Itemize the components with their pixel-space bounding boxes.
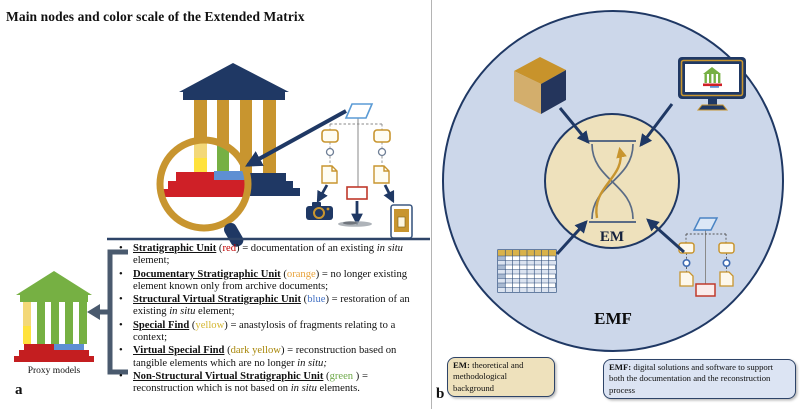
color-word: dark yellow: [230, 345, 281, 357]
color-word: orange: [286, 268, 316, 280]
magnified-color-scale: [160, 140, 248, 197]
panel-a-label: a: [15, 382, 23, 398]
legend-item: Virtual Special Find (dark yellow) = rec…: [106, 345, 430, 370]
stratigraphic-unit-node: [346, 186, 368, 200]
color-scale-legend: Stratigraphic Unit (red) = documentation…: [106, 243, 430, 396]
document-node-right: [373, 165, 390, 184]
color-word: red: [222, 243, 236, 254]
zoom-pointer-arrow: [245, 109, 347, 167]
color-word: yellow: [195, 319, 225, 331]
document-node-left: [321, 165, 338, 184]
monitor-icon: [678, 57, 746, 111]
legend-divider: [107, 237, 430, 241]
extractor-node-left: [321, 129, 339, 143]
legend-item: Special Find (yellow) = anastylosis of f…: [106, 320, 430, 345]
legend-item: Stratigraphic Unit (red) = documentation…: [106, 243, 430, 268]
panel-divider: [431, 0, 432, 409]
magnifier-icon: [156, 136, 252, 247]
legend-list: Stratigraphic Unit (red) = documentation…: [106, 243, 430, 395]
cube-icon: [514, 57, 566, 114]
legend-item: Non-Structural Virtual Stratigraphic Uni…: [106, 371, 430, 396]
inward-arrow-icon: [555, 103, 685, 256]
panel-a-illustration: [156, 63, 413, 247]
em-note-prefix: EM:: [453, 360, 470, 370]
combiner-node-left: [325, 147, 335, 157]
emf-note-prefix: EMF:: [609, 362, 632, 372]
proxy-temple-icon: [14, 271, 94, 362]
emf-label: EMF: [594, 309, 632, 328]
figure-title: Main nodes and color scale of the Extend…: [6, 9, 305, 24]
panel-b-illustration: EM EMF: [442, 10, 784, 352]
color-word: blue: [307, 294, 326, 306]
em-note-box: EM: theoretical and methodological backg…: [447, 357, 555, 398]
emf-note-box: EMF: digital solutions and software to s…: [603, 359, 796, 400]
mini-flowchart-icon: [678, 217, 735, 297]
camera-icon: [306, 202, 333, 220]
hourglass-icon: [589, 140, 636, 223]
color-word: green: [329, 370, 354, 382]
emf-note-text: digital solutions and software to suppor…: [609, 362, 774, 395]
artifact-photo-icon: [338, 221, 372, 227]
property-node: [344, 103, 374, 119]
em-note-text: theoretical and methodological backgroun…: [453, 360, 524, 393]
combiner-node-right: [377, 147, 387, 157]
em-label: EM: [600, 229, 624, 245]
tablet-icon: [390, 204, 413, 239]
flowchart-diagram: [316, 103, 395, 226]
spreadsheet-icon: [497, 249, 557, 293]
extractor-node-right: [373, 129, 391, 143]
proxy-models-label: Proxy models: [27, 366, 81, 376]
panel-b-label: b: [436, 386, 445, 402]
legend-item: Structural Virtual Stratigraphic Unit (b…: [106, 294, 430, 319]
legend-item: Documentary Stratigraphic Unit (orange) …: [106, 269, 430, 294]
